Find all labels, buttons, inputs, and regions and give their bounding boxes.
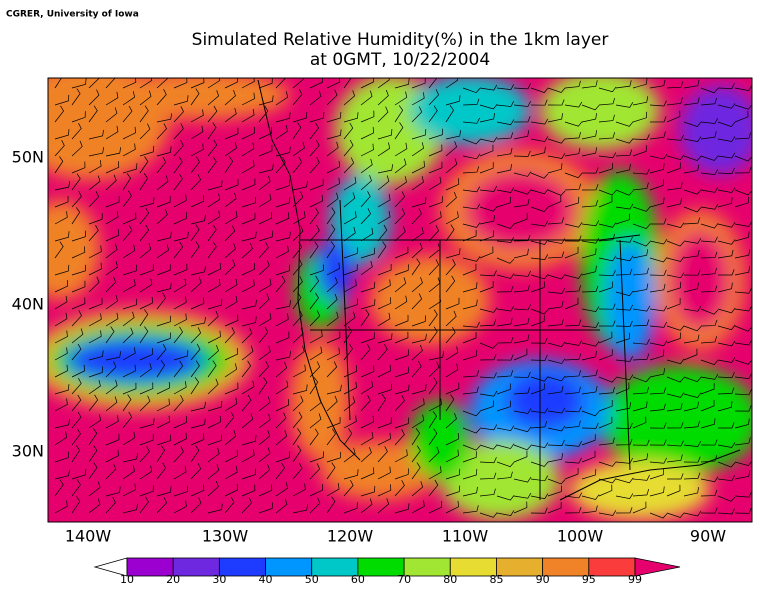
lon-label: 110W [442, 527, 489, 546]
axes: 50N 40N 30N 140W 130W 120W 110W 100W 90W [12, 148, 727, 546]
colorbar-label: 90 [536, 573, 550, 586]
colorbar-label: 85 [489, 573, 503, 586]
colorbar-over [634, 557, 681, 577]
lon-label: 100W [557, 527, 604, 546]
lon-label: 140W [65, 527, 112, 546]
boundaries [257, 79, 741, 501]
colorbar: 10 20 30 40 50 60 70 80 85 90 95 99 [93, 557, 681, 586]
map-frame [47, 77, 753, 523]
colorbar-label: 95 [582, 573, 596, 586]
title-line: Simulated Relative Humidity(%) in the 1k… [192, 30, 609, 50]
colorbar-label: 20 [166, 573, 180, 586]
colorbar-label: 50 [305, 573, 319, 586]
colorbar-label: 99 [628, 573, 642, 586]
colorbar-label: 80 [443, 573, 457, 586]
colorbar-label: 10 [120, 573, 134, 586]
colorbar-label: 60 [351, 573, 365, 586]
colorbar-label: 70 [397, 573, 411, 586]
wind-barbs [54, 78, 752, 519]
lon-label: 130W [202, 527, 249, 546]
lon-label: 120W [327, 527, 374, 546]
lon-label: 90W [690, 527, 726, 546]
lat-label: 50N [12, 148, 44, 167]
humidity-field [48, 78, 752, 522]
title-line: at 0GMT, 10/22/2004 [310, 50, 490, 70]
lat-label: 30N [12, 442, 44, 461]
colorbar-label: 40 [259, 573, 273, 586]
colorbar-label: 30 [212, 573, 226, 586]
credit: CGRER, University of Iowa [6, 10, 139, 20]
lat-label: 40N [12, 295, 44, 314]
